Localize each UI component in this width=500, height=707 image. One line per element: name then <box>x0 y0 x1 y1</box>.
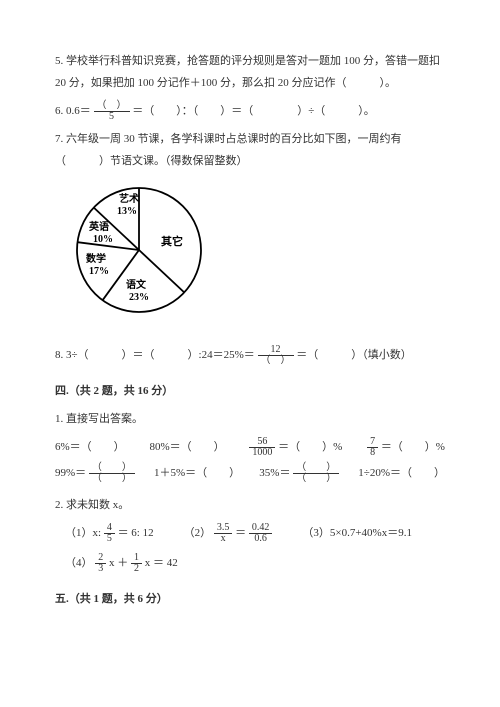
pie-svg: 艺术 13% 英语 10% 数学 17% 语文 23% 其它 <box>69 180 219 320</box>
label-art-pct: 13% <box>117 206 137 217</box>
eq4: （4） 23 x ＋ 12 x ＝ 42 <box>65 552 178 574</box>
q6-fraction: （ ） 5 <box>94 101 130 122</box>
r1c: 561000 ＝（ ）% <box>249 436 342 458</box>
eq1: （1）x: 45 ＝ 6: 12 <box>65 522 154 544</box>
pie-chart: 艺术 13% 英语 10% 数学 17% 语文 23% 其它 <box>69 180 445 328</box>
label-chinese: 语文 <box>126 278 147 291</box>
label-chinese-pct: 23% <box>129 292 149 303</box>
r2b: 1＋5%＝（ ） <box>154 462 240 484</box>
q7-line1: 7. 六年级一周 30 节课，各学科课时占总课时的百分比如下图，一周约有 <box>55 128 445 150</box>
label-english: 英语 <box>88 220 109 233</box>
question-6: 6. 0.6＝ （ ） 5 ＝（ ）：（ ）＝（ ）÷（ ）。 <box>55 100 445 122</box>
label-art: 艺术 <box>119 192 139 205</box>
sec4-equations: （1）x: 45 ＝ 6: 12 （2） 3.5x ＝ 0.420.6 （3）5… <box>65 522 445 574</box>
label-english-pct: 10% <box>93 234 113 245</box>
label-math-pct: 17% <box>89 266 109 277</box>
q7-line2: （ ）节语文课。（得数保留整数） <box>55 150 445 172</box>
sec4-q1: 1. 直接写出答案。 <box>55 408 445 430</box>
r2a: 99%＝ （ ）（ ） <box>55 462 135 484</box>
eq2: （2） 3.5x ＝ 0.420.6 <box>184 522 273 544</box>
sec4-row1: 6%＝（ ） 80%＝（ ） 561000 ＝（ ）% 78 ＝（ ）% <box>55 436 445 458</box>
r2c: 35%＝ （ ）（ ） <box>259 462 339 484</box>
q5-text: 5. 学校举行科普知识竞赛，抢答题的评分规则是答对一题加 100 分，答错一题扣… <box>55 55 440 89</box>
label-math: 数学 <box>86 252 106 265</box>
q8-fraction: 12 （ ） <box>258 345 294 366</box>
eq3: （3）5×0.7+40%x＝9.1 <box>302 522 412 544</box>
q6-prefix: 6. 0.6＝ <box>55 105 91 117</box>
question-8: 8. 3÷（ ）＝（ ）:24＝25%＝ 12 （ ） ＝（ ）（填小数） <box>55 344 445 366</box>
sec4-row2: 99%＝ （ ）（ ） 1＋5%＝（ ） 35%＝ （ ）（ ） 1÷20%＝（… <box>55 462 445 484</box>
r1b: 80%＝（ ） <box>149 436 224 458</box>
r1a: 6%＝（ ） <box>55 436 125 458</box>
section-4-heading: 四.（共 2 题，共 16 分） <box>55 380 445 402</box>
q8-prefix: 8. 3÷（ ）＝（ ）:24＝25%＝ <box>55 349 255 361</box>
section-5-heading: 五.（共 1 题，共 6 分） <box>55 588 445 610</box>
label-other: 其它 <box>161 234 183 248</box>
question-7: 7. 六年级一周 30 节课，各学科课时占总课时的百分比如下图，一周约有 （ ）… <box>55 128 445 172</box>
q8-suffix: ＝（ ）（填小数） <box>296 349 412 361</box>
r1d: 78 ＝（ ）% <box>367 436 445 458</box>
r2d: 1÷20%＝（ ） <box>358 462 445 484</box>
sec4-q2: 2. 求未知数 x。 <box>55 494 445 516</box>
question-5: 5. 学校举行科普知识竞赛，抢答题的评分规则是答对一题加 100 分，答错一题扣… <box>55 50 445 94</box>
q6-mid: ＝（ ）：（ ）＝（ ）÷（ ）。 <box>132 105 375 117</box>
